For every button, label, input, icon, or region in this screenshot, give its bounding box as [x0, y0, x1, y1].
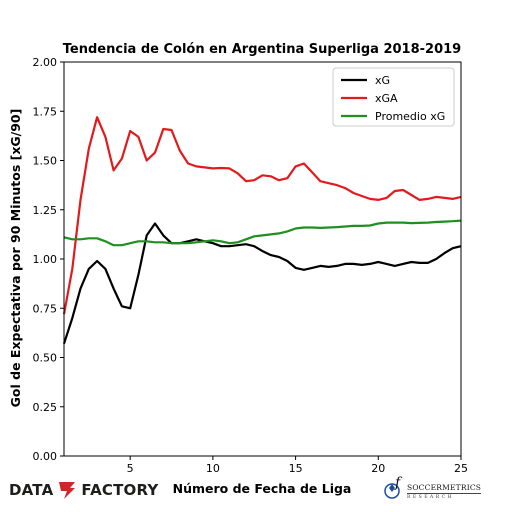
series-line-2	[63, 219, 462, 247]
soccermetrics-tag: RESEARCH	[407, 492, 482, 500]
series-line-0	[62, 222, 462, 345]
x-tick-label: 5	[127, 462, 134, 475]
datafactory-logo: DATA FACTORY	[9, 478, 159, 502]
chart-title: Tendencia de Colón en Argentina Superlig…	[63, 42, 461, 57]
y-tick-label: 0.00	[33, 450, 58, 463]
legend-box	[332, 67, 455, 127]
datafactory-mark-icon	[56, 479, 78, 501]
x-axis-label: Número de Fecha de Liga	[173, 481, 352, 496]
x-tick-label: 20	[371, 462, 385, 475]
legend-label-1: xGA	[375, 92, 398, 105]
soccermetrics-logo: f SOCCERMETRICS RESEARCH	[383, 475, 482, 506]
y-tick-label: 0.25	[33, 401, 58, 414]
axes: 0.00 0.25 0.50 0.75 1.00 1.25 1.50 1.75 2.00 5 10 1…	[33, 56, 469, 475]
series-line-1	[62, 116, 462, 315]
y-tick-label: 1.25	[33, 204, 58, 217]
x-tick-label: 10	[206, 462, 220, 475]
legend-label-0: xG	[375, 74, 390, 87]
soccermetrics-name: SOCCERMETRICS	[407, 482, 482, 492]
legend: xG xGA Promedio xG	[332, 67, 455, 127]
y-axis-label: Gol de Expectativa por 90 Minutos [xG/90…	[8, 109, 23, 408]
plot-area	[62, 116, 462, 345]
y-tick-label: 0.75	[33, 302, 58, 315]
y-tick-label: 2.00	[33, 56, 58, 69]
datafactory-logo-text-2: FACTORY	[81, 481, 159, 499]
y-tick-label: 0.50	[33, 352, 58, 365]
x-tick-label: 25	[454, 462, 468, 475]
x-tick-label: 15	[289, 462, 303, 475]
svg-text:f: f	[394, 476, 403, 491]
y-tick-label: 1.50	[33, 155, 58, 168]
datafactory-logo-text-1: DATA	[9, 481, 54, 499]
y-tick-label: 1.75	[33, 105, 58, 118]
soccermetrics-mark-icon: f	[383, 475, 405, 506]
legend-label-2: Promedio xG	[375, 110, 445, 123]
y-tick-label: 1.00	[33, 253, 58, 266]
